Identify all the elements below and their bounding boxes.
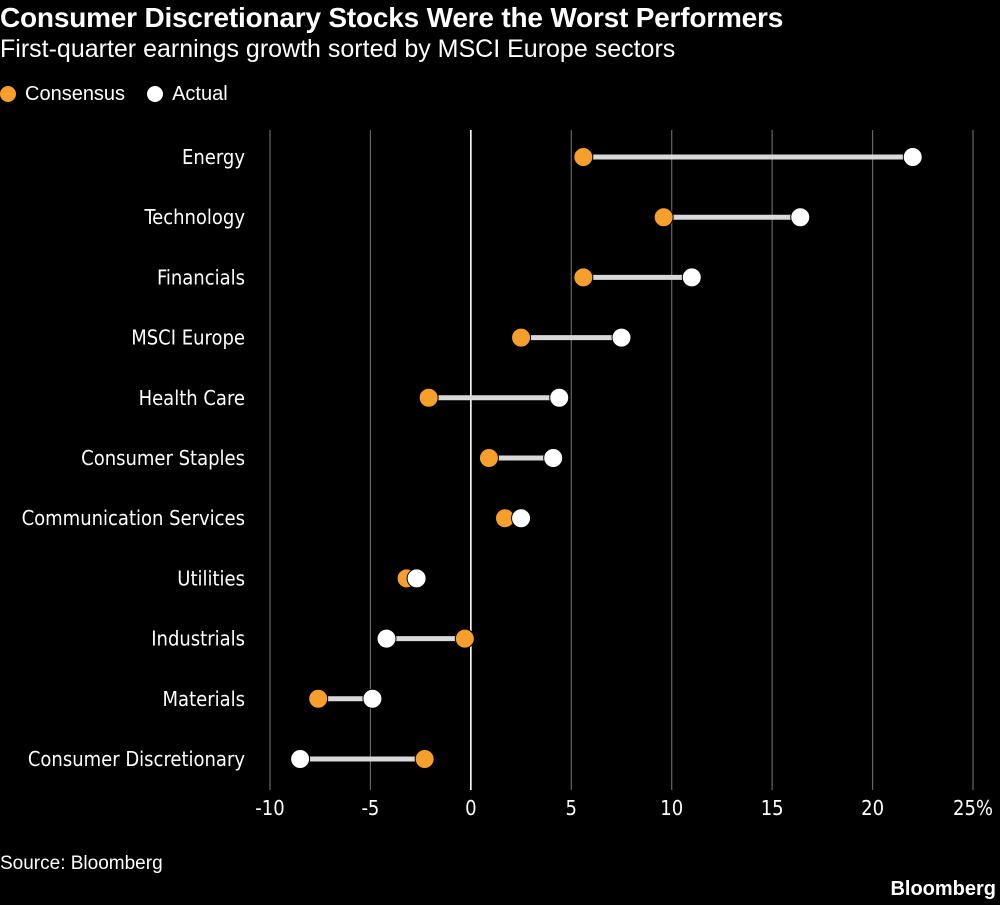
legend-label-actual: Actual: [172, 82, 228, 105]
consensus-point: [653, 207, 674, 228]
brand-logo: Bloomberg: [890, 878, 996, 900]
actual-point: [511, 508, 532, 529]
dumbbell-chart: -10 -5 0 5 10 15 20 25% Energy Technology Financia…: [22, 130, 993, 820]
category-label: Technology: [144, 205, 246, 229]
x-tick-label: 10: [660, 796, 683, 820]
chart-subtitle: First-quarter earnings growth sorted by …: [0, 35, 676, 63]
actual-point: [376, 628, 397, 649]
x-tick-label: 20: [861, 796, 884, 820]
actual-point: [290, 749, 311, 769]
actual-point: [902, 147, 923, 167]
legend-item-consensus: Consensus: [0, 83, 125, 106]
actual-point: [681, 267, 702, 288]
category-label: Communication Services: [22, 506, 245, 530]
actual-point: [549, 387, 570, 408]
consensus-point: [414, 749, 435, 769]
consensus-point: [454, 628, 475, 649]
legend-item-actual: Actual: [147, 83, 228, 106]
category-label: Health Care: [139, 386, 245, 410]
consensus-point: [573, 267, 594, 288]
consensus-point: [511, 327, 532, 348]
category-label: Consumer Staples: [81, 446, 245, 470]
category-label: Utilities: [177, 566, 245, 590]
actual-point: [543, 448, 564, 468]
category-label: MSCI Europe: [131, 326, 245, 350]
chart-title: Consumer Discretionary Stocks Were the W…: [0, 2, 784, 33]
actual-point: [406, 568, 427, 589]
category-label: Consumer Discretionary: [28, 747, 246, 771]
category-label: Materials: [163, 687, 245, 711]
x-tick-label: 5: [566, 796, 577, 820]
source-note: Source: Bloomberg: [0, 853, 163, 874]
x-tick-label: -10: [255, 796, 284, 820]
category-label: Industrials: [151, 627, 245, 651]
x-tick-label: 15: [761, 796, 784, 820]
actual-point: [362, 688, 383, 709]
consensus-point: [418, 387, 439, 408]
consensus-point: [308, 688, 329, 709]
actual-point: [611, 327, 632, 348]
actual-dot-icon: [147, 86, 164, 102]
consensus-dot-icon: [0, 86, 16, 102]
actual-point: [790, 207, 811, 228]
category-label: Financials: [157, 265, 245, 289]
x-tick-label: -5: [361, 796, 379, 820]
category-label: Energy: [182, 145, 245, 169]
consensus-point: [478, 448, 499, 468]
x-tick-label: 0: [465, 796, 476, 820]
consensus-point: [573, 147, 594, 167]
legend: Consensus Actual: [0, 80, 250, 108]
legend-label-consensus: Consensus: [25, 82, 126, 105]
x-tick-label: 25%: [953, 796, 993, 820]
